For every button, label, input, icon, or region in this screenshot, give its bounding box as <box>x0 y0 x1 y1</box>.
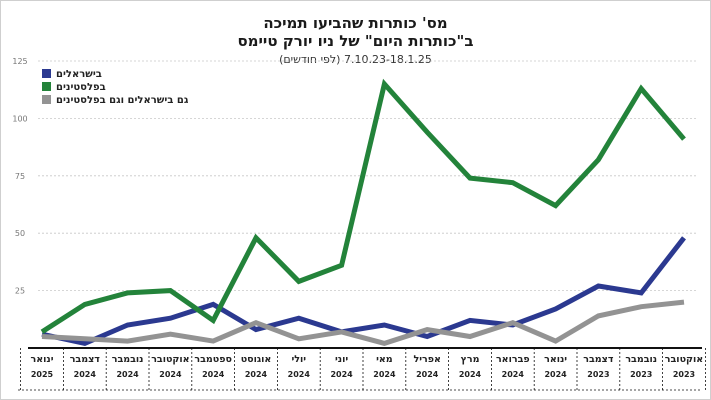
y-tick-label: 100 <box>12 114 27 123</box>
x-tick-year: 2023 <box>587 370 609 379</box>
x-axis: ינואר 2025 דצמבר 2024 נובמבר 2024 אוקטובר 2024 ס… <box>18 347 706 391</box>
series-line-2 <box>40 78 686 335</box>
x-tick-month: פברואר <box>496 354 530 365</box>
x-tick-month: אפריל <box>413 354 441 365</box>
series-line-3 <box>41 299 685 347</box>
x-tick-year: 2024 <box>288 370 311 379</box>
x-tick-year: 2024 <box>373 370 396 379</box>
y-tick-label: 50 <box>15 229 25 238</box>
x-tick-month: נובמבר <box>112 354 144 365</box>
x-tick-year: 2024 <box>202 370 225 379</box>
legend-swatch <box>42 69 51 78</box>
x-tick-year: 2024 <box>459 370 482 379</box>
x-tick-year: 2024 <box>502 370 525 379</box>
legend-label: בפלסטינים <box>56 82 106 93</box>
x-tick-month: מאי <box>376 354 393 365</box>
x-tick-year: 2023 <box>673 370 695 379</box>
chart-subtitle: 7.10.23-18.1.25 (לפי חודשים) <box>279 53 432 66</box>
x-tick-month: דצמבר <box>583 354 614 365</box>
x-tick-year: 2024 <box>416 370 439 379</box>
legend-label: גם בישראלים וגם בפלסטינים <box>56 95 189 106</box>
x-tick-year: 2024 <box>330 370 353 379</box>
x-tick-year: 2024 <box>245 370 268 379</box>
x-tick-year: 2025 <box>31 370 54 379</box>
legend-swatch <box>42 82 51 91</box>
x-tick-month: דצמבר <box>70 354 101 365</box>
x-tick-year: 2024 <box>544 370 567 379</box>
x-tick-year: 2024 <box>74 370 97 379</box>
chart-title-line-1: מס' כותרות שהביעו תמיכה <box>263 14 448 32</box>
x-tick-month: מרץ <box>461 354 480 365</box>
y-tick-label: 75 <box>15 172 25 181</box>
y-axis-ticks: 25 50 75 100 125 <box>12 57 27 296</box>
x-tick-month: אוקטובר <box>665 354 703 365</box>
x-tick-month: נובמבר <box>625 354 657 365</box>
x-tick-month: אוקטובר <box>151 354 189 365</box>
chart-title-line-2: ב"כותרות היום" של ניו יורק טיימס <box>237 32 474 50</box>
x-tick-month: יוני <box>335 354 348 365</box>
chart-title-block: מס' כותרות שהביעו תמיכה ב"כותרות היום" ש… <box>0 14 711 66</box>
y-tick-label: 125 <box>12 57 27 66</box>
legend-swatch <box>42 95 51 104</box>
x-tick-year: 2023 <box>630 370 652 379</box>
series-line-1 <box>41 236 686 347</box>
x-tick-year: 2024 <box>159 370 182 379</box>
series-lines <box>40 78 686 347</box>
legend-label: בישראלים <box>56 69 102 80</box>
x-tick-month: ינואר <box>544 354 567 365</box>
x-tick-month: ינואר <box>31 354 54 365</box>
legend: בישראלים בפלסטינים גם בישראלים וגם בפלסטינ… <box>42 69 189 106</box>
y-tick-label: 25 <box>15 287 25 296</box>
x-tick-year: 2024 <box>116 370 139 379</box>
x-tick-month: ספטמבר <box>194 354 232 365</box>
x-tick-month: יולי <box>291 354 306 365</box>
x-tick-month: אוגוסט <box>241 354 272 365</box>
